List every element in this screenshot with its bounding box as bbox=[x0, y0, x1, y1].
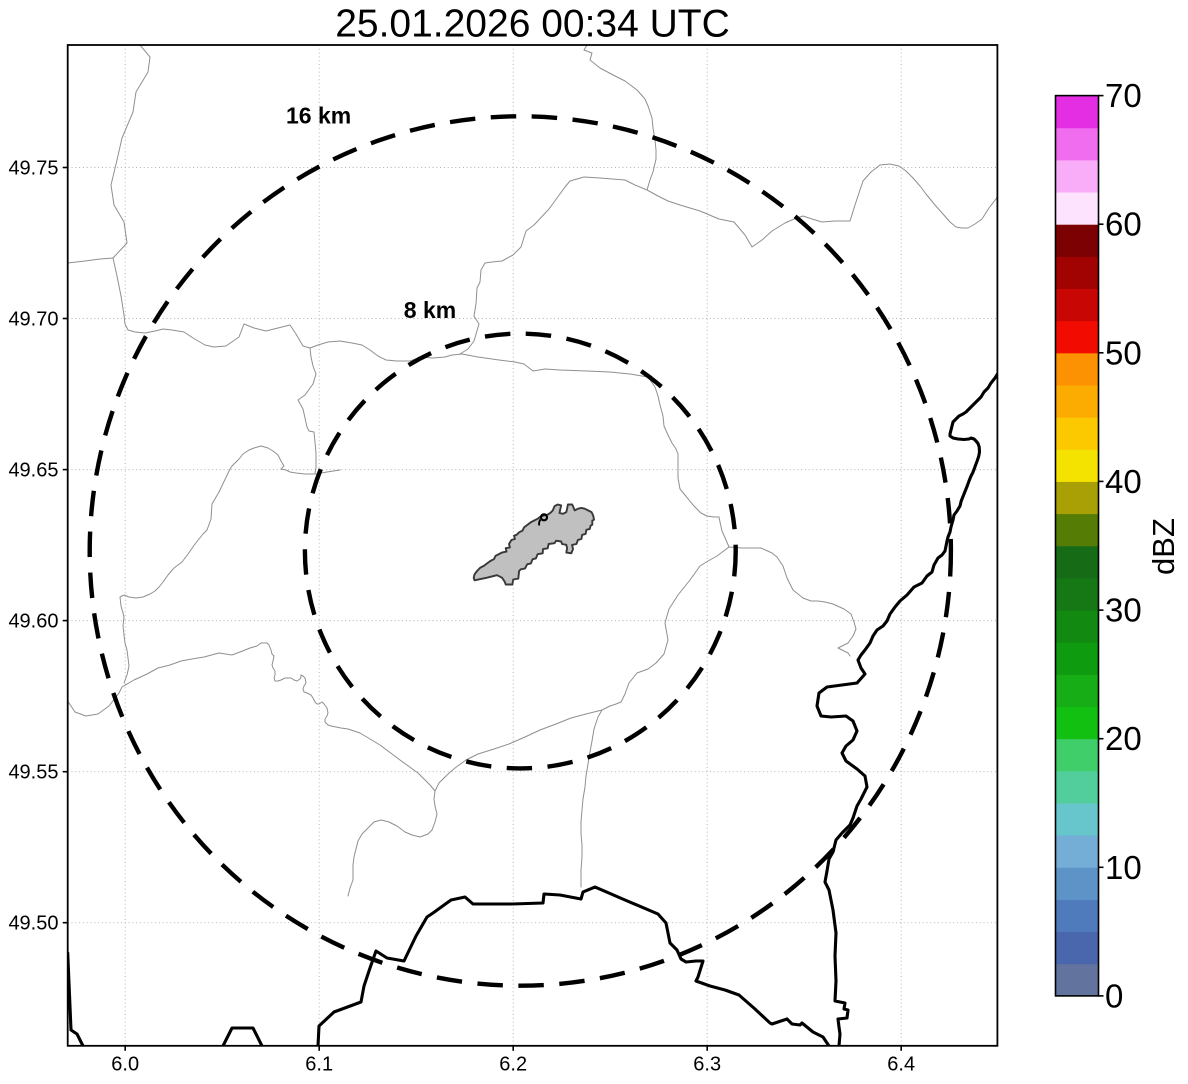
svg-text:49.75: 49.75 bbox=[8, 158, 58, 180]
svg-text:0: 0 bbox=[1105, 977, 1123, 1014]
svg-text:16 km: 16 km bbox=[286, 102, 351, 128]
svg-text:70: 70 bbox=[1105, 77, 1142, 114]
svg-text:dBZ: dBZ bbox=[1146, 518, 1181, 575]
svg-text:6.3: 6.3 bbox=[693, 1054, 721, 1076]
svg-text:49.55: 49.55 bbox=[8, 762, 58, 784]
svg-text:30: 30 bbox=[1105, 592, 1142, 629]
svg-text:49.70: 49.70 bbox=[8, 309, 58, 331]
svg-text:8 km: 8 km bbox=[404, 297, 456, 323]
svg-text:25.01.2026 00:34 UTC: 25.01.2026 00:34 UTC bbox=[335, 3, 730, 46]
svg-text:6.4: 6.4 bbox=[887, 1054, 915, 1076]
svg-text:6.0: 6.0 bbox=[111, 1054, 139, 1076]
svg-text:6.1: 6.1 bbox=[305, 1054, 333, 1076]
svg-text:20: 20 bbox=[1105, 720, 1142, 757]
svg-text:49.60: 49.60 bbox=[8, 611, 58, 633]
svg-text:49.65: 49.65 bbox=[8, 460, 58, 482]
svg-text:40: 40 bbox=[1105, 463, 1142, 500]
svg-text:50: 50 bbox=[1105, 334, 1142, 371]
svg-text:60: 60 bbox=[1105, 206, 1142, 243]
svg-text:49.50: 49.50 bbox=[8, 913, 58, 935]
svg-text:10: 10 bbox=[1105, 849, 1142, 886]
svg-text:6.2: 6.2 bbox=[499, 1054, 527, 1076]
